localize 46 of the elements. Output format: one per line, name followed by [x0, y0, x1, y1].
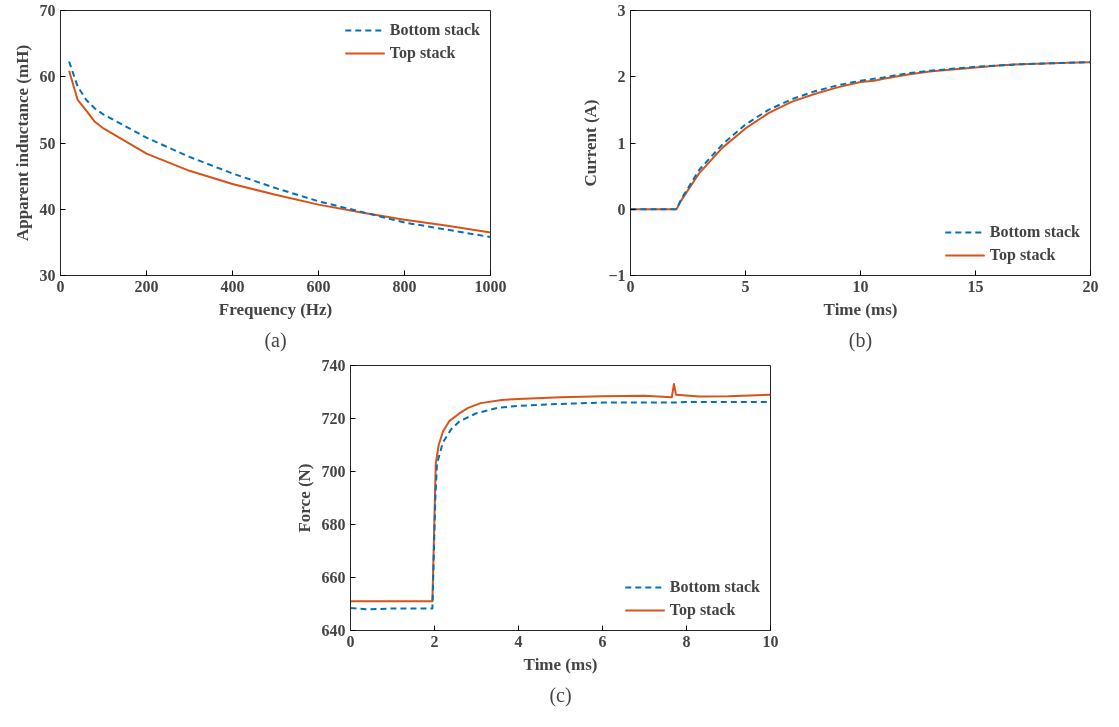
- text: (c): [549, 683, 572, 707]
- y-tick-label: 40: [39, 200, 56, 218]
- x-tick-label: 8: [682, 632, 691, 650]
- legend-label: Bottom stack: [989, 223, 1080, 241]
- x-axis-title: Frequency (Hz): [218, 299, 333, 319]
- y-tick-label: 680: [321, 516, 346, 533]
- x-axis-title: Time (ms): [823, 299, 898, 319]
- y-tick-label: 30: [39, 267, 56, 284]
- legend-label: Bottom stack: [669, 578, 760, 596]
- y-tick-label: 1: [617, 134, 626, 152]
- x-tick-label: 6: [598, 632, 607, 650]
- y-tick-label: 2: [617, 68, 626, 86]
- x-tick-label: 600: [306, 277, 331, 295]
- legend-label: Top stack: [669, 601, 736, 619]
- y-tick-label: −1: [608, 267, 626, 284]
- text: (a): [264, 328, 287, 352]
- y-axis-title: Apparent inductance (mH): [12, 44, 32, 242]
- y-tick-label: 640: [321, 622, 346, 639]
- x-tick-label: 1000: [474, 277, 507, 295]
- x-tick-label: 15: [967, 277, 984, 295]
- y-tick-label: 50: [39, 134, 56, 152]
- x-tick-label: 4: [514, 632, 523, 650]
- legend-label: Bottom stack: [389, 21, 480, 39]
- x-tick-label: 20: [1082, 277, 1099, 295]
- y-tick-label: 70: [39, 2, 56, 19]
- x-tick-label: 10: [852, 277, 869, 295]
- legend-label: Top stack: [389, 44, 456, 62]
- y-tick-label: 3: [617, 2, 626, 19]
- x-axis-title: Time (ms): [523, 654, 598, 674]
- x-tick-label: 800: [392, 277, 417, 295]
- x-tick-label: 5: [741, 277, 750, 295]
- line-series: [630, 61, 1091, 211]
- y-tick-label: 720: [321, 410, 346, 427]
- y-tick-label: 700: [321, 463, 346, 480]
- legend-label: Top stack: [989, 246, 1056, 264]
- text: (b): [848, 328, 873, 352]
- x-tick-label: 400: [220, 277, 245, 295]
- y-tick-label: 0: [617, 200, 626, 218]
- x-tick-label: 200: [134, 277, 159, 295]
- y-tick-label: 740: [321, 357, 346, 374]
- y-tick-label: 60: [39, 68, 56, 86]
- y-tick-label: 660: [321, 569, 346, 586]
- y-axis-title: Current (A): [581, 99, 601, 187]
- x-tick-label: 10: [762, 632, 779, 650]
- x-tick-label: 2: [430, 632, 439, 650]
- y-axis-title: Force (N): [294, 463, 314, 533]
